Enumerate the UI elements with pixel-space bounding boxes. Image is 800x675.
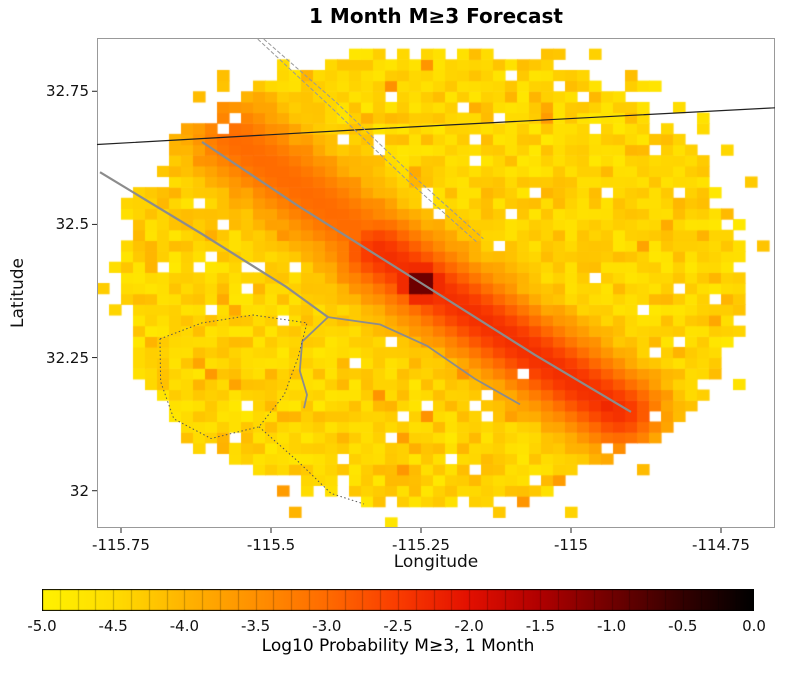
colorbar-tick-label: -1.0	[596, 617, 627, 635]
canal-branch-east	[327, 316, 521, 406]
y-tick-label: 32	[69, 481, 89, 500]
colorbar-tick-label: -5.0	[27, 617, 57, 635]
main-fault-line	[201, 140, 632, 413]
colorbar-tick-label: 0.0	[742, 617, 766, 635]
west-fault-line	[99, 171, 329, 318]
dotted-boundary	[159, 314, 308, 440]
colorbar-tick-label: -4.5	[98, 617, 128, 635]
x-tick-label: -115	[553, 536, 589, 554]
heatmap-canvas	[97, 38, 775, 528]
colorbar-tick-label: -0.5	[668, 617, 698, 635]
colorbar-tick-label: -2.5	[383, 617, 413, 635]
colorbar-canvas	[42, 589, 754, 611]
colorbar-tick-label: -3.5	[240, 617, 271, 635]
canal-hatch-line-b	[263, 38, 484, 240]
plot-area	[92, 38, 776, 533]
chart-title: 1 Month M≥3 Forecast	[309, 4, 563, 28]
x-tick-label: -115.75	[92, 536, 150, 554]
colorbar-tick-label: -1.5	[525, 617, 556, 635]
x-tick-label: -114.75	[692, 536, 750, 554]
colorbar-label: Log10 Probability M≥3, 1 Month	[261, 636, 535, 656]
x-tick-label: -115.5	[246, 536, 296, 554]
colorbar-tick-label: -2.0	[454, 617, 484, 635]
dotted-boundary-tail	[258, 426, 365, 505]
canal-branch-south	[298, 316, 329, 409]
y-tick-label: 32.5	[55, 215, 89, 234]
plot-frame	[97, 38, 775, 528]
canal-hatch-line-a	[257, 38, 479, 244]
y-tick-label: 32.75	[46, 82, 89, 101]
y-tick-label: 32.25	[46, 348, 89, 367]
colorbar-tick-label: -4.0	[169, 617, 200, 635]
map-overlays-svg	[92, 38, 776, 533]
x-axis-label: Longitude	[393, 552, 479, 572]
international-border-line	[96, 107, 776, 146]
x-tick-label: -115.25	[392, 536, 450, 554]
colorbar-tick-label: -3.0	[312, 617, 342, 635]
